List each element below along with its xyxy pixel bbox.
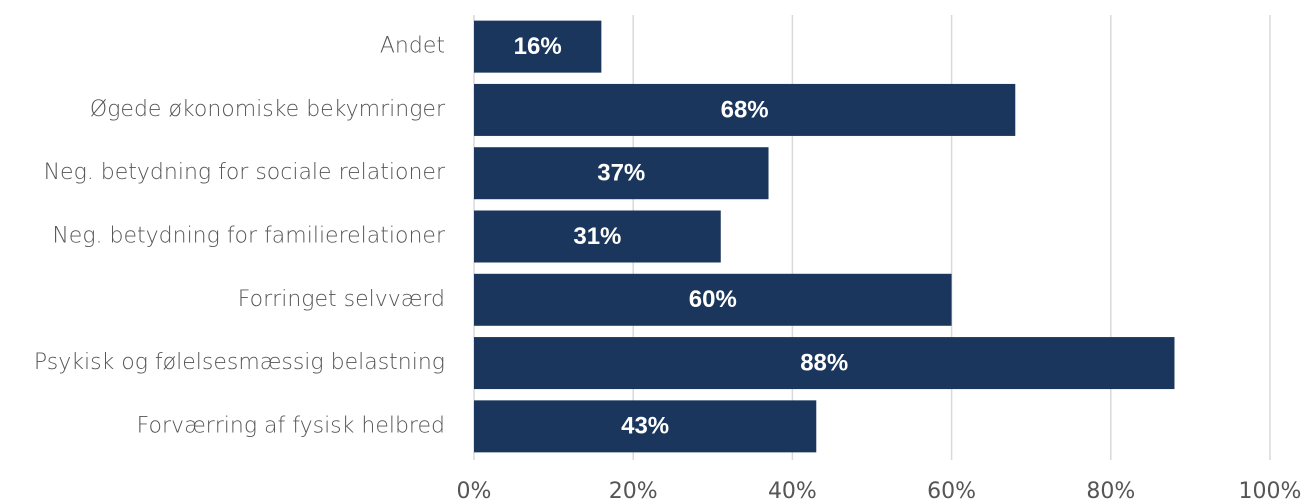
bar xyxy=(474,20,602,73)
bar xyxy=(474,400,817,453)
category-label: Psykisk og følelsesmæssig belastning xyxy=(34,350,445,375)
x-tick-label: 100% xyxy=(1239,479,1302,502)
category-label: Forværring af fysisk helbred xyxy=(137,413,445,438)
category-label: Øgede økonomiske bekymringer xyxy=(90,97,446,122)
bar xyxy=(474,83,1016,136)
value-label: 16% xyxy=(514,33,562,60)
x-tick-label: 80% xyxy=(1086,479,1135,502)
x-tick-label: 20% xyxy=(609,479,658,502)
value-label: 68% xyxy=(721,96,769,123)
bar xyxy=(474,210,721,263)
x-tick-label: 40% xyxy=(768,479,817,502)
category-label: Neg. betydning for sociale relationer xyxy=(44,160,446,185)
category-label: Forringet selvværd xyxy=(238,287,445,312)
value-label: 88% xyxy=(800,349,848,376)
value-label: 31% xyxy=(573,223,621,250)
value-label: 60% xyxy=(689,286,737,313)
bar xyxy=(474,273,952,326)
x-tick-label: 0% xyxy=(457,479,492,502)
category-label: Neg. betydning for familierelationer xyxy=(52,224,446,249)
value-label: 37% xyxy=(597,160,645,187)
x-tick-label: 60% xyxy=(927,479,976,502)
value-label: 43% xyxy=(621,413,669,440)
bar xyxy=(474,147,769,200)
category-label: Andet xyxy=(380,34,445,59)
bar xyxy=(474,337,1175,390)
